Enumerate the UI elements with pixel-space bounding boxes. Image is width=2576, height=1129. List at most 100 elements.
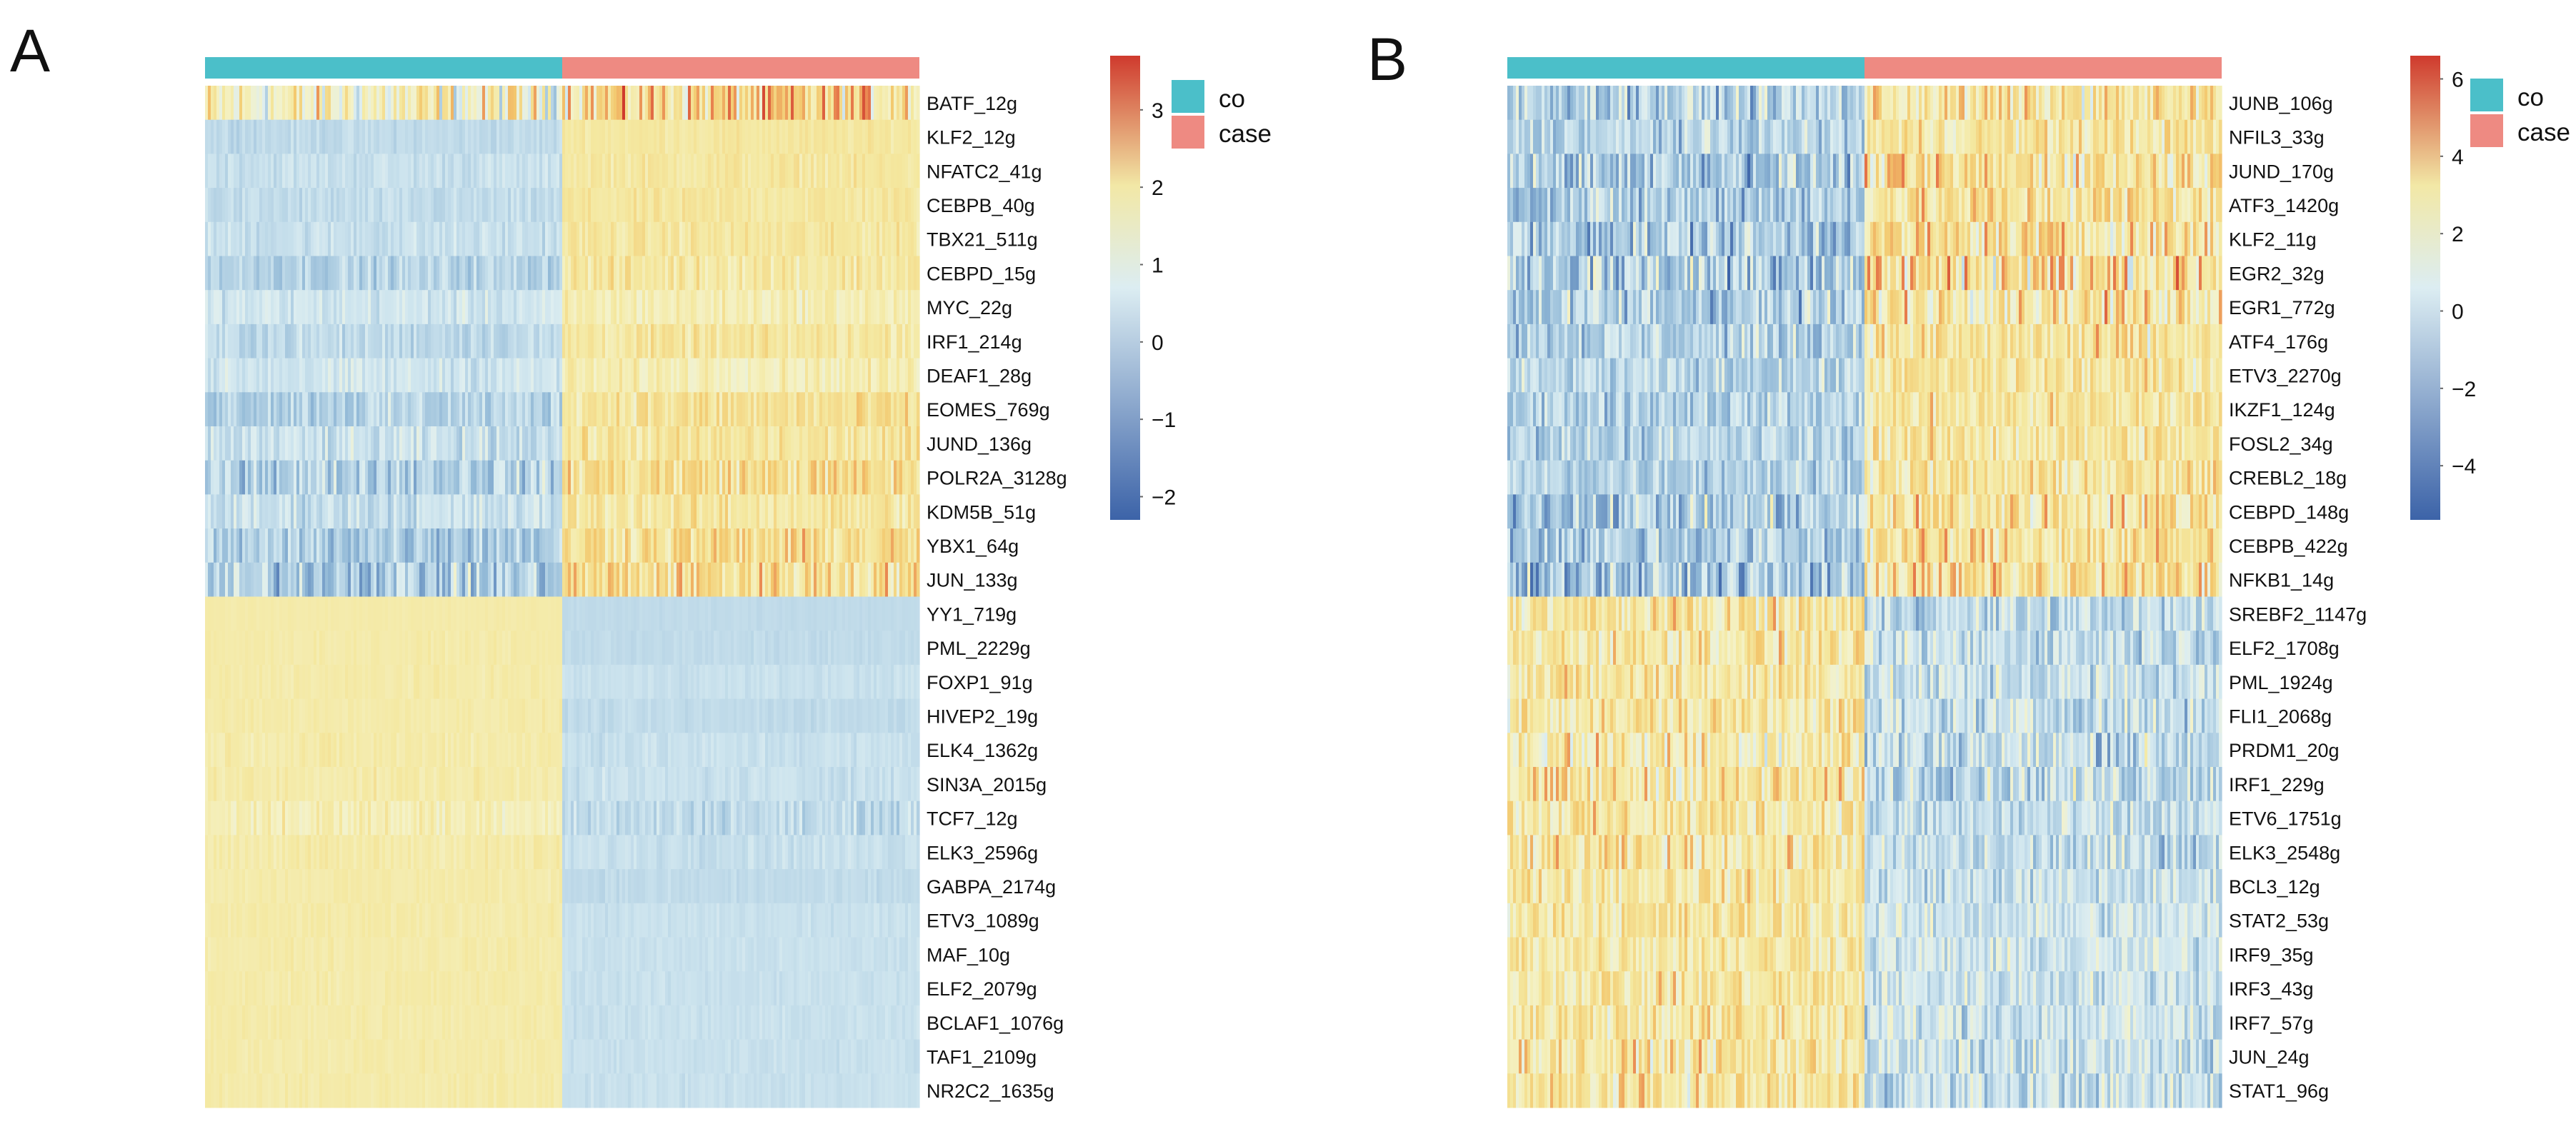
heatmap-cell — [239, 221, 243, 256]
heatmap-cell — [448, 392, 451, 427]
heatmap-cell — [434, 256, 437, 291]
heatmap-cell — [705, 631, 709, 666]
heatmap-cell — [905, 631, 909, 666]
heatmap-cell — [256, 256, 260, 291]
heatmap-cell — [328, 188, 331, 223]
heatmap-cell — [785, 358, 789, 393]
heatmap-cell — [388, 358, 391, 393]
heatmap-cell — [582, 426, 586, 461]
heatmap-cell — [814, 290, 817, 325]
heatmap-cell — [562, 733, 566, 768]
heatmap-cell — [702, 154, 706, 189]
heatmap-cell — [265, 528, 269, 563]
heatmap-cell — [625, 528, 629, 563]
heatmap-cell — [734, 188, 737, 223]
heatmap-cell — [425, 221, 429, 256]
heatmap-cell — [839, 698, 843, 733]
heatmap-cell — [351, 562, 354, 597]
heatmap-cell — [231, 528, 234, 563]
heatmap-cell — [768, 733, 772, 768]
heatmap-cell — [848, 596, 852, 631]
heatmap-cell — [777, 86, 780, 121]
heatmap-cell — [302, 86, 306, 121]
heatmap-cell — [685, 290, 689, 325]
heatmap-cell — [454, 154, 457, 189]
heatmap-cell — [862, 494, 866, 529]
heatmap-cell — [568, 733, 571, 768]
heatmap-cell — [205, 631, 209, 666]
heatmap-cell — [837, 119, 840, 154]
heatmap-cell — [677, 733, 680, 768]
heatmap-cell — [519, 562, 523, 597]
heatmap-cell — [351, 460, 354, 495]
heatmap-cell — [885, 392, 889, 427]
heatmap-cell — [697, 154, 700, 189]
heatmap-cell — [788, 664, 792, 700]
heatmap-cell — [405, 119, 409, 154]
heatmap-cell — [491, 119, 494, 154]
heatmap-cell — [519, 596, 523, 631]
heatmap-cell — [631, 664, 634, 700]
heatmap-cell — [254, 86, 257, 121]
heatmap-cell — [634, 426, 637, 461]
heatmap-cell — [265, 323, 269, 359]
heatmap-cell — [205, 596, 209, 631]
heatmap-cell — [545, 664, 549, 700]
heatmap-cell — [431, 664, 434, 700]
heatmap-cell — [245, 323, 249, 359]
heatmap-cell — [714, 698, 717, 733]
heatmap-cell — [694, 323, 697, 359]
heatmap-cell — [274, 188, 277, 223]
heatmap-cell — [308, 86, 311, 121]
heatmap-cell — [248, 392, 251, 427]
heatmap-cell — [611, 733, 614, 768]
heatmap-cell — [291, 119, 294, 154]
heatmap-cell — [917, 290, 920, 325]
heatmap-cell — [396, 631, 400, 666]
heatmap-cell — [799, 426, 803, 461]
heatmap-cell — [234, 119, 237, 154]
heatmap-cell — [451, 221, 454, 256]
heatmap-cell — [374, 154, 377, 189]
heatmap-cell — [454, 528, 457, 563]
heatmap-cell — [745, 323, 749, 359]
heatmap-cell — [414, 426, 417, 461]
heatmap-cell — [454, 290, 457, 325]
heatmap-cell — [302, 733, 306, 768]
heatmap-cell — [628, 290, 631, 325]
heatmap-cell — [697, 698, 700, 733]
heatmap-cell — [342, 256, 346, 291]
heatmap-cell — [519, 664, 523, 700]
heatmap-cell — [405, 154, 409, 189]
heatmap-cell — [668, 290, 672, 325]
heatmap-cell — [662, 494, 666, 529]
heatmap-cell — [245, 86, 249, 121]
heatmap-cell — [837, 392, 840, 427]
heatmap-cell — [414, 256, 417, 291]
heatmap-cell — [408, 290, 411, 325]
heatmap-cell — [891, 562, 894, 597]
heatmap-cell — [368, 528, 371, 563]
heatmap-cell — [376, 188, 380, 223]
heatmap-cell — [668, 562, 672, 597]
heatmap-cell — [496, 528, 500, 563]
heatmap-cell — [822, 494, 826, 529]
heatmap-cell — [411, 256, 414, 291]
heatmap-cell — [819, 392, 823, 427]
heatmap-cell — [717, 596, 720, 631]
heatmap-cell — [319, 119, 323, 154]
heatmap-cell — [779, 154, 783, 189]
heatmap-cell — [762, 698, 766, 733]
heatmap-cell — [319, 188, 323, 223]
heatmap-cell — [271, 460, 274, 495]
heatmap-cell — [211, 562, 214, 597]
heatmap-cell — [882, 426, 886, 461]
heatmap-cell — [665, 733, 669, 768]
heatmap-cell — [608, 323, 611, 359]
heatmap-cell — [851, 392, 854, 427]
heatmap-cell — [279, 119, 283, 154]
heatmap-cell — [608, 528, 611, 563]
heatmap-cell — [834, 358, 837, 393]
heatmap-cell — [348, 528, 351, 563]
heatmap-cell — [308, 256, 311, 291]
